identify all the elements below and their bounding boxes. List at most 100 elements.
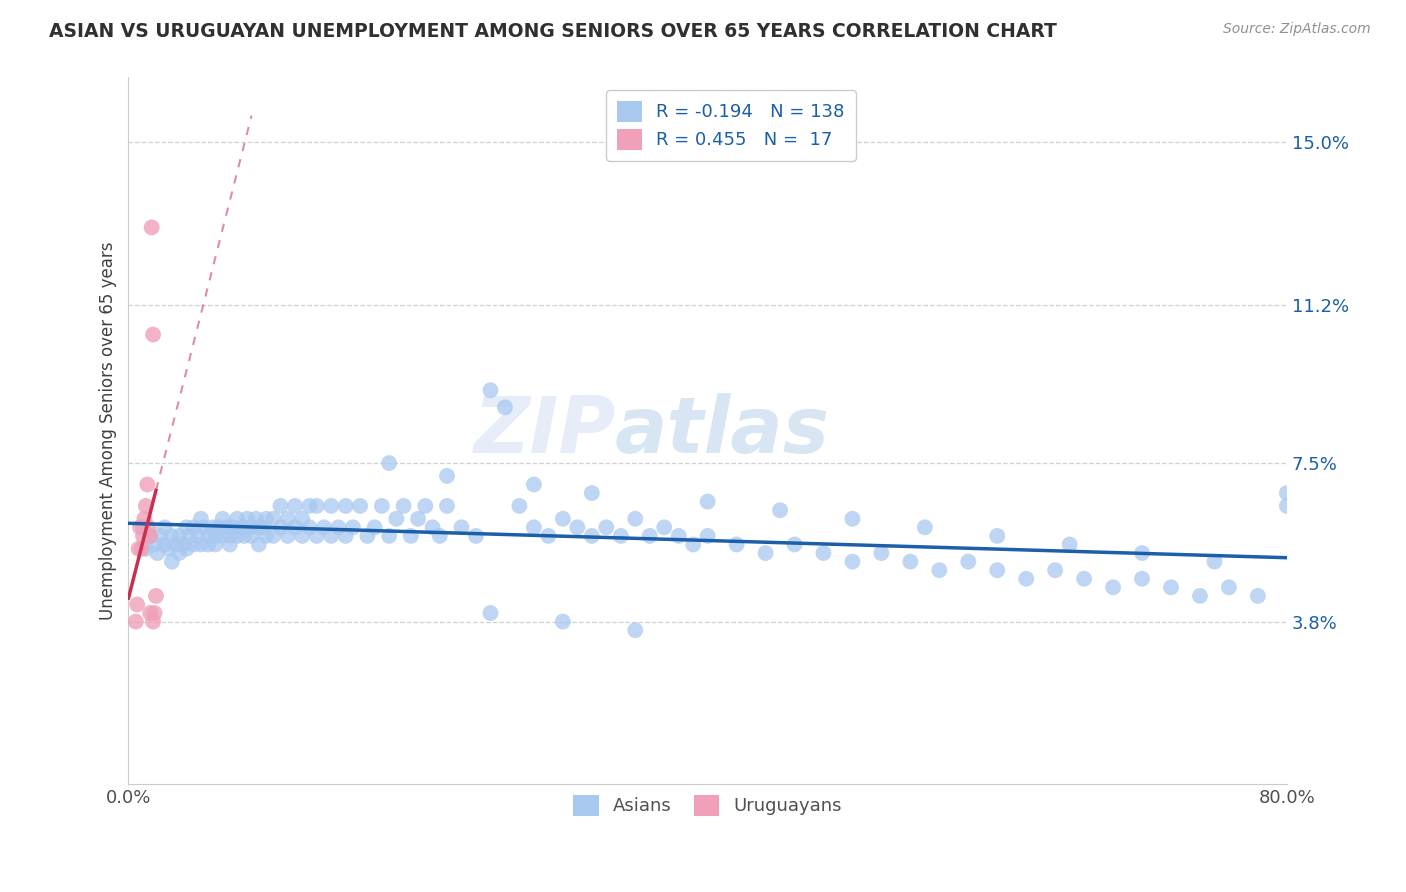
Point (132, 529, 155, 543)
Point (305, 499, 328, 513)
Point (813, 546, 835, 560)
Point (211, 529, 233, 543)
Point (436, 469, 458, 483)
Point (652, 520, 675, 534)
Point (429, 529, 451, 543)
Point (465, 529, 488, 543)
Point (1247, 589, 1270, 603)
Point (378, 456, 401, 470)
Point (125, 615, 148, 629)
Point (160, 529, 183, 543)
Point (165, 537, 187, 551)
Point (211, 512, 233, 526)
Point (312, 520, 335, 534)
Point (143, 606, 166, 620)
Point (270, 520, 292, 534)
Point (595, 520, 617, 534)
Point (335, 529, 357, 543)
Point (135, 541, 157, 556)
Point (247, 520, 270, 534)
Point (254, 529, 277, 543)
Point (176, 520, 198, 534)
Point (254, 512, 277, 526)
Point (957, 555, 980, 569)
Point (624, 512, 647, 526)
Point (406, 512, 429, 526)
Point (157, 541, 180, 556)
Point (270, 499, 292, 513)
Point (668, 529, 690, 543)
Point (183, 520, 205, 534)
Point (291, 529, 314, 543)
Point (160, 555, 183, 569)
Point (328, 520, 350, 534)
Point (197, 537, 219, 551)
Point (696, 494, 718, 508)
Point (870, 546, 893, 560)
Point (127, 598, 149, 612)
Point (638, 529, 661, 543)
Point (523, 520, 546, 534)
Point (551, 512, 574, 526)
Point (291, 512, 314, 526)
Point (298, 499, 321, 513)
Point (928, 563, 950, 577)
Point (262, 512, 284, 526)
Text: ASIAN VS URUGUAYAN UNEMPLOYMENT AMONG SENIORS OVER 65 YEARS CORRELATION CHART: ASIAN VS URUGUAYAN UNEMPLOYMENT AMONG SE… (49, 22, 1057, 41)
Point (250, 520, 273, 534)
Point (1130, 546, 1153, 560)
Point (1275, 499, 1298, 513)
Text: Source: ZipAtlas.com: Source: ZipAtlas.com (1223, 22, 1371, 37)
Point (176, 541, 198, 556)
Point (193, 520, 215, 534)
Point (240, 529, 263, 543)
Point (399, 529, 422, 543)
Point (149, 529, 172, 543)
Point (349, 499, 371, 513)
Point (183, 537, 205, 551)
Point (494, 401, 516, 415)
Point (138, 520, 160, 534)
Point (190, 512, 212, 526)
Point (298, 520, 321, 534)
Point (142, 615, 165, 629)
Point (479, 383, 502, 397)
Point (1102, 580, 1125, 594)
Point (581, 529, 603, 543)
Point (143, 537, 166, 551)
Point (247, 537, 270, 551)
Point (436, 499, 458, 513)
Point (581, 486, 603, 500)
Point (342, 520, 364, 534)
Point (284, 520, 307, 534)
Point (783, 537, 806, 551)
Point (215, 520, 238, 534)
Point (371, 499, 394, 513)
Text: ZIP: ZIP (472, 393, 614, 469)
Point (233, 520, 256, 534)
Point (153, 520, 176, 534)
Point (385, 512, 408, 526)
Point (1275, 486, 1298, 500)
Point (204, 529, 226, 543)
Point (413, 499, 436, 513)
Point (914, 520, 936, 534)
Point (356, 529, 378, 543)
Point (986, 563, 1008, 577)
Text: atlas: atlas (614, 393, 830, 469)
Point (422, 520, 444, 534)
Point (201, 520, 224, 534)
Point (262, 529, 284, 543)
Point (236, 512, 259, 526)
Point (131, 541, 153, 556)
Point (134, 512, 156, 526)
Point (141, 220, 163, 235)
Point (222, 520, 245, 534)
Point (142, 327, 165, 342)
Point (624, 623, 647, 637)
Point (226, 529, 249, 543)
Point (226, 512, 249, 526)
Point (1204, 555, 1226, 569)
Point (1130, 572, 1153, 586)
Point (139, 529, 162, 543)
